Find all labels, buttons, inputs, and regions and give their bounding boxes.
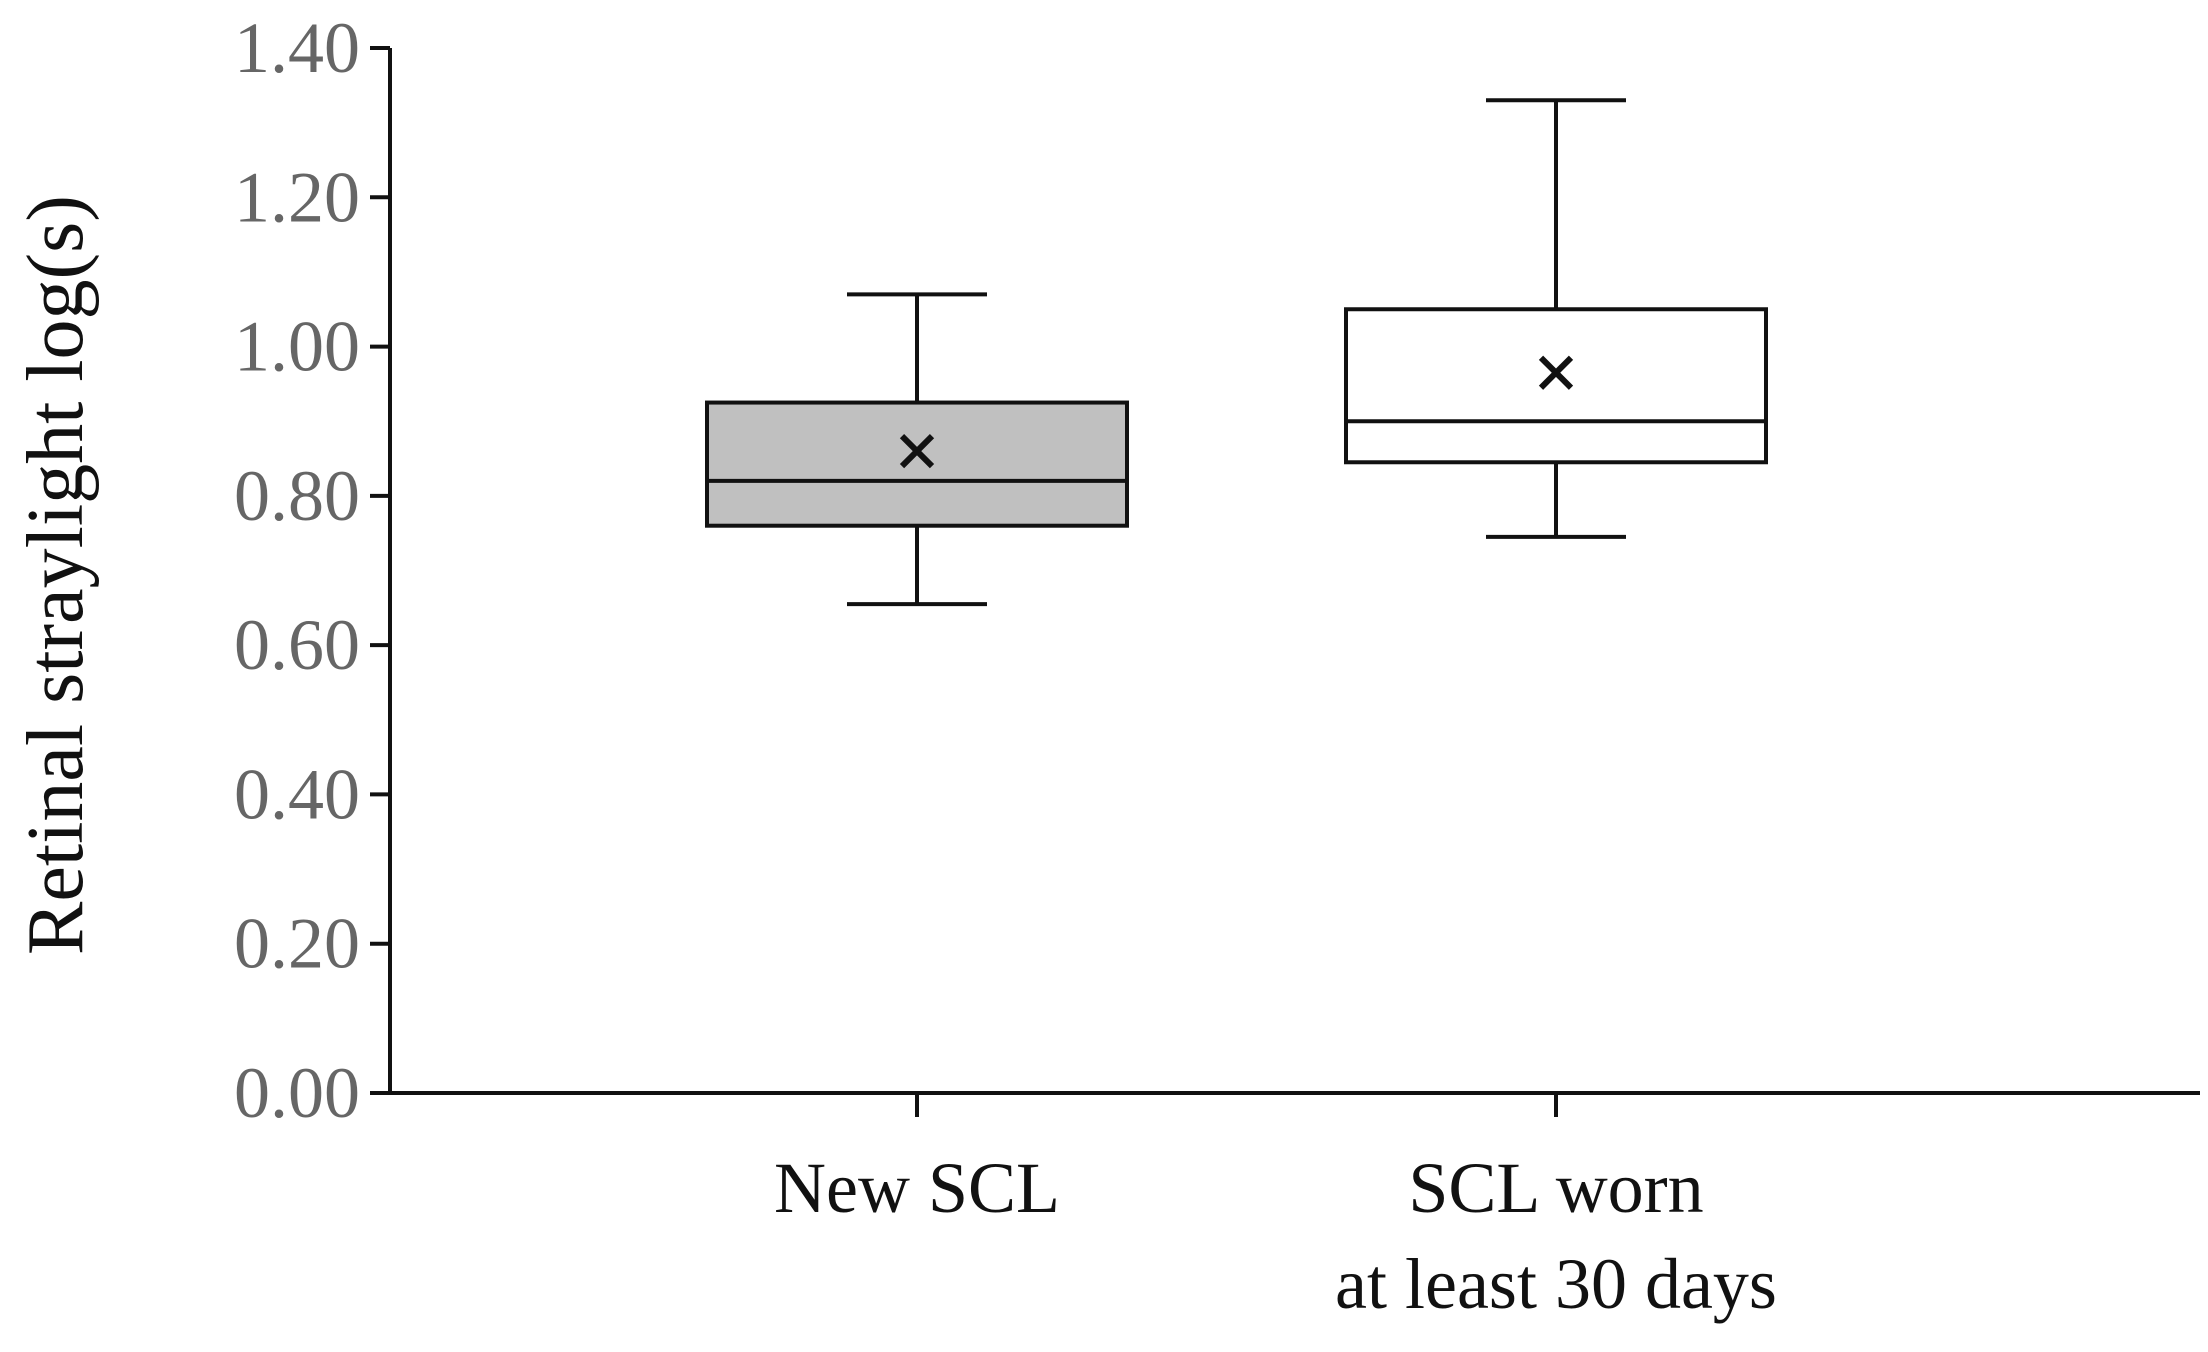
y-tick-label: 1.00 — [234, 307, 360, 387]
mean-marker — [899, 433, 935, 469]
box-group — [1344, 98, 1768, 539]
y-tick-label: 0.80 — [234, 456, 360, 536]
y-tick-label: 0.00 — [234, 1053, 360, 1133]
y-tick-label: 0.40 — [234, 754, 360, 834]
y-tick-label: 0.60 — [234, 605, 360, 685]
iqr-box — [1344, 307, 1768, 465]
y-tick-label: 1.20 — [234, 157, 360, 237]
x-category-label: New SCL — [774, 1148, 1060, 1228]
boxes — [705, 98, 1768, 607]
y-tick-label: 0.20 — [234, 904, 360, 984]
x-category-label: SCL worn — [1408, 1148, 1703, 1228]
y-axis: 0.00 0.20 0.40 0.60 0.80 1.00 1.20 1.40 — [234, 8, 392, 1133]
box-group — [705, 292, 1129, 607]
y-tick-label: 1.40 — [234, 8, 360, 88]
x-axis: New SCL SCL worn at least 30 days — [390, 1091, 2200, 1324]
y-axis-title: Retinal straylight log(s) — [12, 195, 100, 955]
x-category-label: at least 30 days — [1335, 1244, 1777, 1324]
mean-marker — [1538, 355, 1574, 390]
iqr-box — [705, 400, 1129, 528]
